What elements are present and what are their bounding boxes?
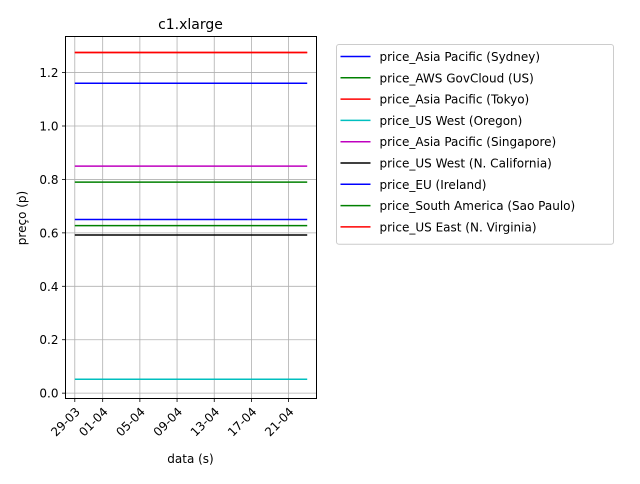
x-tick-label: 17-04 <box>225 405 260 440</box>
y-tick-label: 1.2 <box>39 66 58 80</box>
chart-title: c1.xlarge <box>158 17 223 33</box>
legend: price_Asia Pacific (Sydney) price_AWS Gov… <box>336 44 614 245</box>
series-lines <box>74 51 308 381</box>
plot-frame <box>65 36 317 399</box>
x-tick-label: 21-04 <box>262 405 297 440</box>
legend-label: price_Asia Pacific (Singapore) <box>380 135 557 149</box>
legend-label: price_US West (N. California) <box>380 157 552 171</box>
y-axis-label: preço (p) <box>15 191 29 245</box>
legend-frame <box>336 44 614 245</box>
y-tick-label: 1.0 <box>39 119 58 133</box>
legend-label: price_US West (Oregon) <box>380 114 523 128</box>
y-tick-label: 0.2 <box>39 333 58 347</box>
legend-label: price_Asia Pacific (Sydney) <box>380 50 541 64</box>
y-tick-label: 0.4 <box>39 280 58 294</box>
y-tick-label: 0.6 <box>39 226 58 240</box>
x-axis-label: data (s) <box>167 452 213 466</box>
x-tick-label: 09-04 <box>151 405 186 440</box>
legend-label: price_US East (N. Virginia) <box>380 220 537 234</box>
x-tick-label: 13-04 <box>188 405 223 440</box>
y-tick-label: 0.8 <box>39 173 58 187</box>
legend-label: price_Asia Pacific (Tokyo) <box>380 93 530 107</box>
x-tick-label: 01-04 <box>76 405 111 440</box>
legend-label: price_EU (Ireland) <box>380 178 487 192</box>
y-axis-ticks: 0.0 0.2 0.4 0.6 0.8 1.0 1.2 <box>39 66 66 401</box>
legend-label: price_AWS GovCloud (US) <box>380 71 534 85</box>
y-tick-label: 0.0 <box>39 387 58 401</box>
x-tick-label: 29-03 <box>48 405 83 440</box>
x-tick-label: 05-04 <box>113 405 148 440</box>
grid <box>65 36 317 399</box>
legend-label: price_South America (Sao Paulo) <box>380 199 576 213</box>
